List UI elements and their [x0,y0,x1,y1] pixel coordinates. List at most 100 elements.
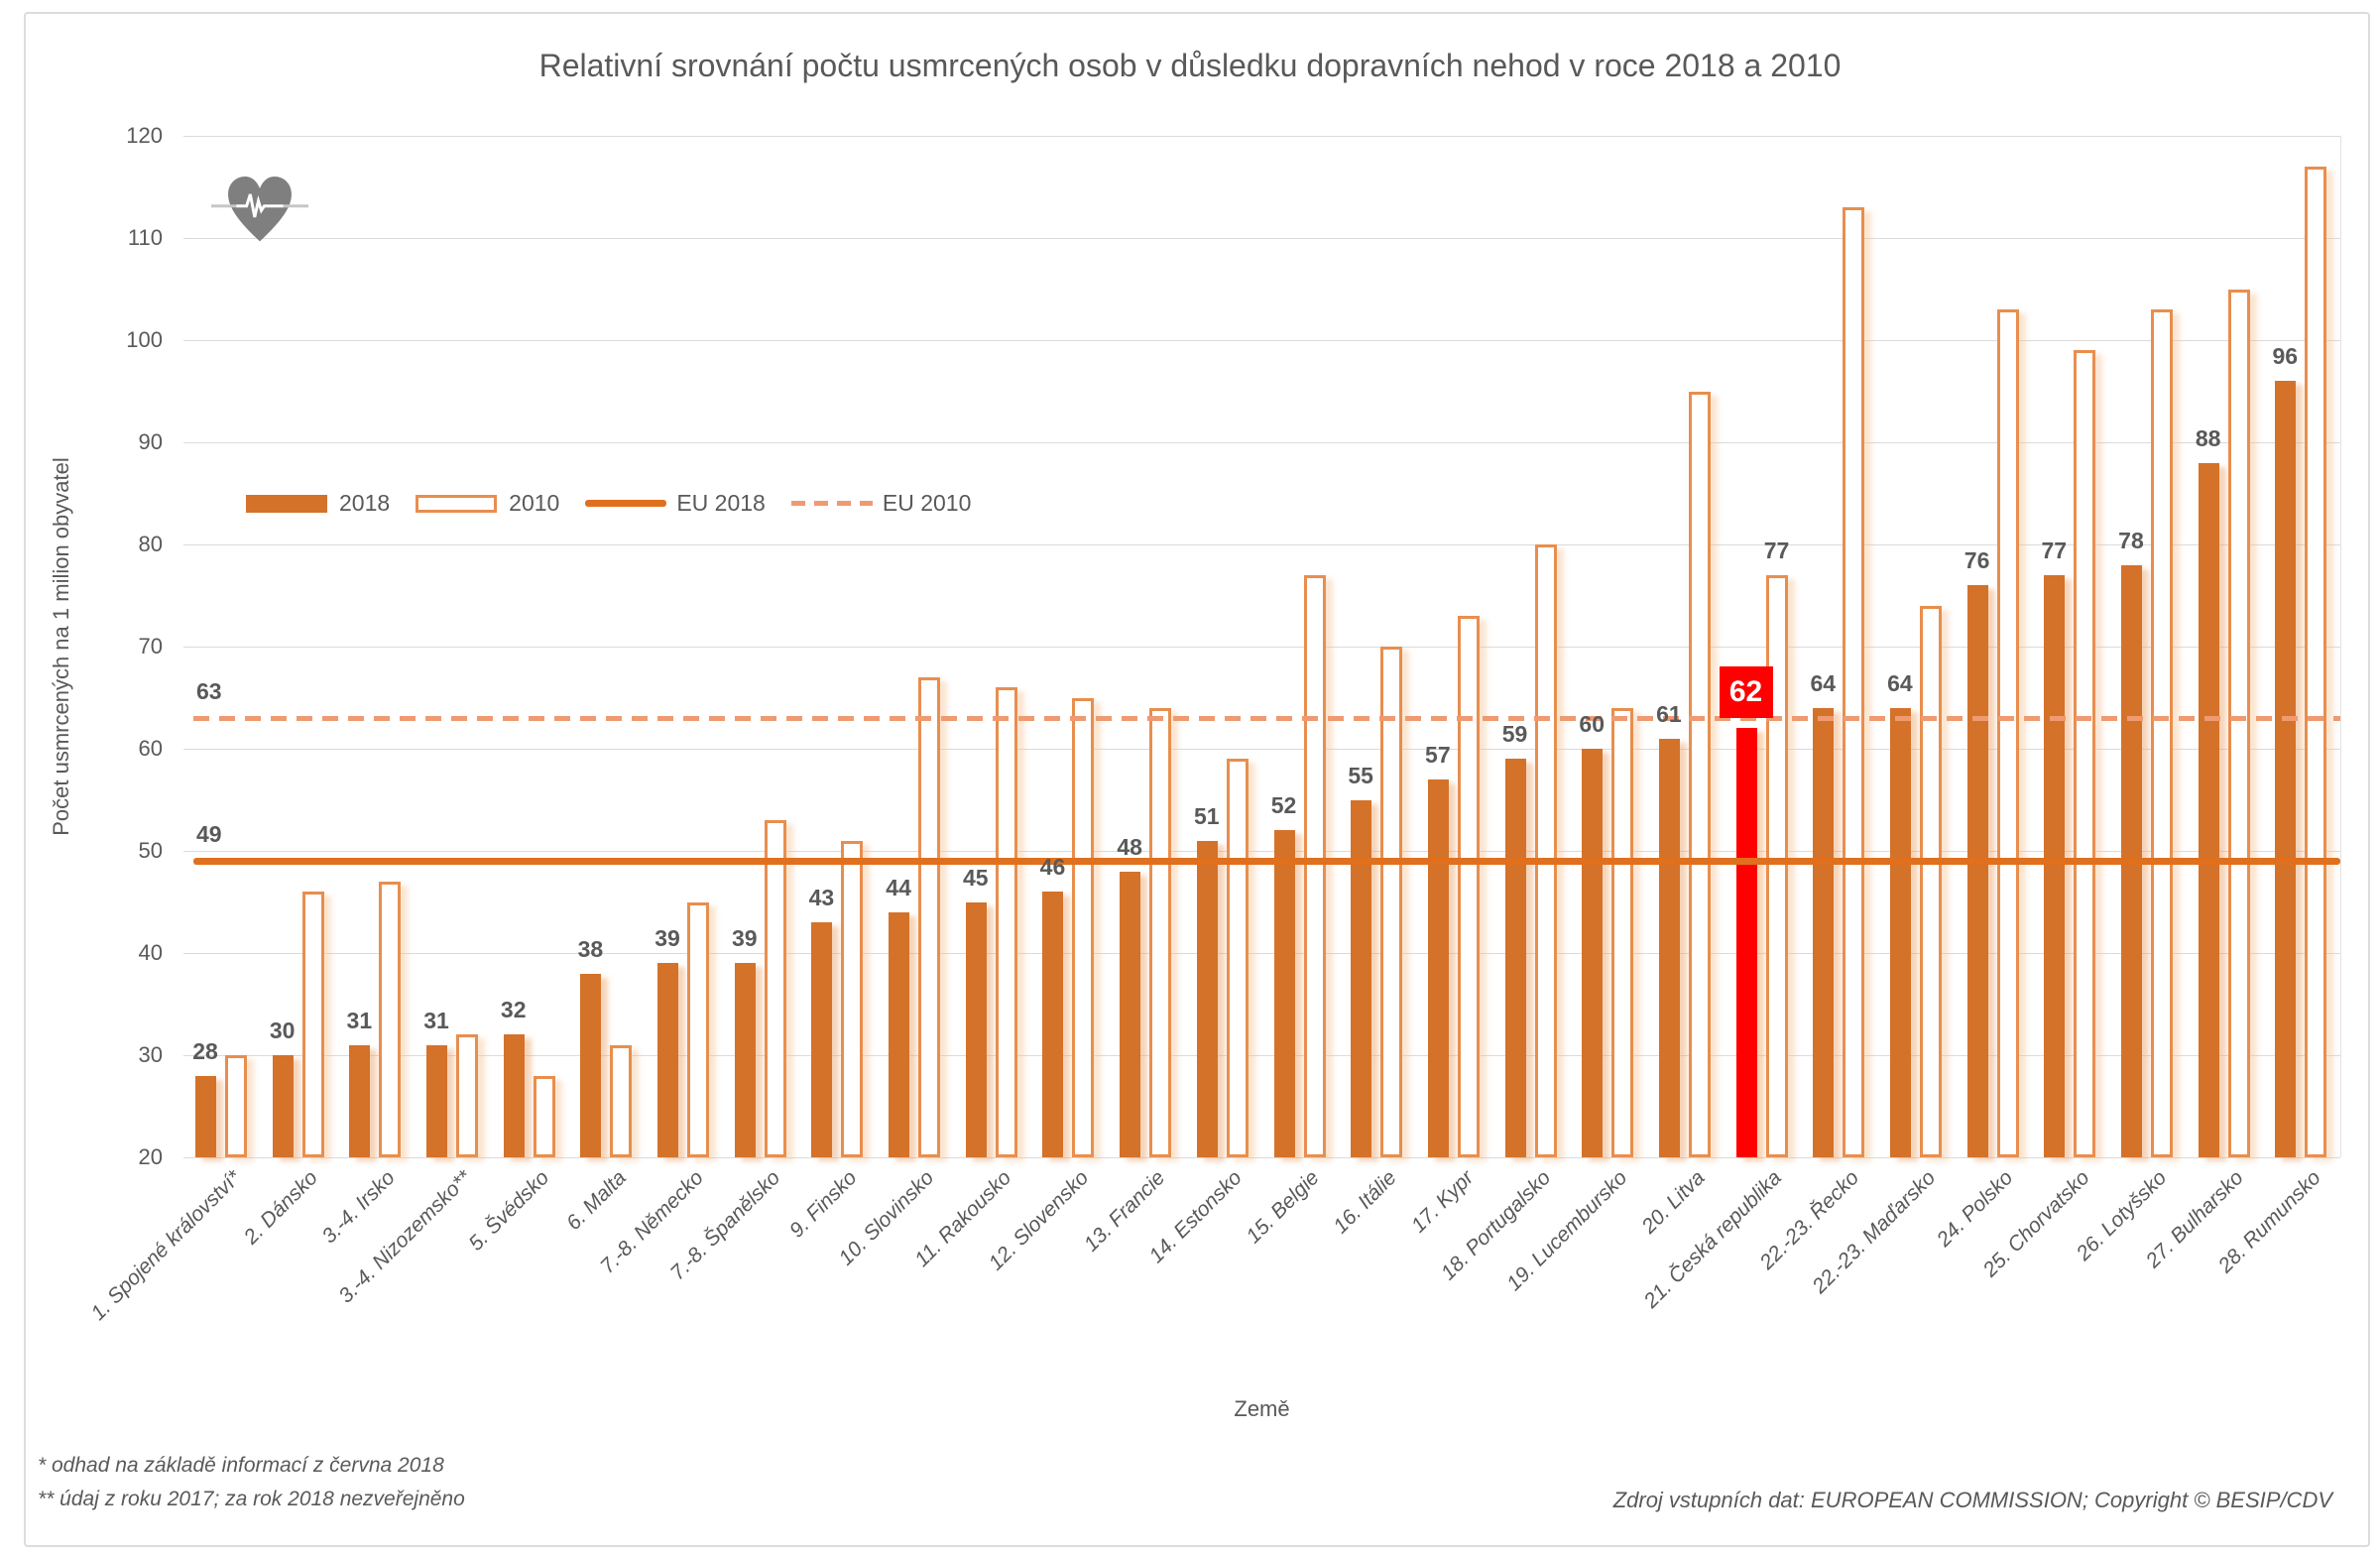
y-tick-70: 70 [138,634,163,658]
bar-2010-24 [2074,350,2096,1157]
bar-2010-20 [1765,574,1788,1157]
gridline-50 [183,851,2340,852]
value-label-2018-5: 38 [577,935,604,962]
bar-2010-23 [1996,309,2019,1157]
bar-2010-10 [995,687,1017,1157]
bar-2010-0 [225,1055,247,1157]
x-axis-title: Země [1234,1396,1290,1421]
x-label-4: 5. Švédsko [464,1166,553,1256]
bar-2010-7 [764,820,786,1157]
gridline-60 [183,749,2340,750]
bar-2018-2 [349,1044,371,1157]
x-label-19: 20. Litva [1636,1166,1710,1239]
value-label-2018-7: 39 [731,925,758,952]
bar-2018-9 [889,911,910,1157]
bar-2018-4 [503,1034,525,1157]
bar-2018-13 [1196,840,1218,1157]
bar-2018-16 [1427,778,1449,1157]
value-label-2018-11: 46 [1039,854,1066,881]
legend-label-2010: 2010 [509,490,560,516]
x-label-20: 21. Česká republika [1639,1166,1786,1313]
bar-2010-18 [1611,707,1634,1157]
bar-2018-17 [1504,759,1526,1157]
value-label-2018-12: 48 [1117,833,1142,860]
y-tick-60: 60 [138,736,163,761]
y-tick-40: 40 [138,940,163,965]
bar-2018-15 [1351,799,1372,1157]
bar-2010-11 [1072,697,1095,1157]
y-tick-20: 20 [138,1144,163,1169]
y-tick-80: 80 [138,532,163,556]
value-label-2018-26: 88 [2195,424,2221,451]
bar-2018-18 [1582,749,1604,1157]
x-label-14: 15. Belgie [1242,1166,1324,1249]
bar-2018-11 [1042,892,1064,1157]
value-label-2018-23: 76 [1964,547,1990,574]
heart-ecg-icon [208,167,311,255]
legend-swatch-2018 [246,494,327,513]
gridline-80 [183,544,2340,545]
y-tick-30: 30 [138,1042,163,1067]
bar-2018-14 [1273,830,1295,1157]
bar-2010-17 [1534,544,1557,1157]
value-label-2018-0: 28 [192,1037,218,1064]
bar-2010-27 [2305,166,2327,1157]
source-note: Zdroj vstupních dat: EUROPEAN COMMISSION… [1612,1488,2332,1512]
value-label-2018-25: 78 [2118,527,2144,553]
legend: 2018 2010 EU 2018 EU 2010 [246,490,997,517]
eu-2018-value-label: 49 [196,821,222,848]
x-label-0: 1. Spojené království* [86,1166,246,1325]
bar-2018-7 [734,963,756,1157]
value-label-2018-8: 43 [808,885,835,911]
bar-2018-8 [811,922,833,1157]
gridline-40 [183,953,2340,954]
bar-2010-15 [1380,647,1403,1157]
value-label-2018-14: 52 [1270,792,1297,819]
value-label-2018-16: 57 [1425,741,1451,768]
bar-2018-5 [580,973,602,1157]
bar-2018-6 [657,963,679,1157]
value-label-2018-2: 31 [346,1007,373,1033]
bar-2010-14 [1303,574,1326,1157]
bar-2018-3 [426,1044,448,1157]
gridline-30 [183,1055,2340,1056]
x-label-8: 9. Finsko [785,1166,862,1243]
x-label-5: 6. Malta [561,1166,631,1236]
y-tick-120: 120 [126,123,163,148]
bar-2018-highlight-20 [1735,728,1757,1157]
legend-swatch-eu-2018-line [585,500,667,507]
value-label-2018-17: 59 [1501,721,1528,748]
bar-2010-22 [1919,605,1942,1157]
value-label-2010-highlight: 77 [1763,537,1790,563]
eu-2010-value-label: 63 [196,678,222,705]
bar-2018-19 [1658,738,1680,1157]
value-label-2018-21: 64 [1810,669,1837,696]
value-label-2018-13: 51 [1194,802,1220,829]
bar-2010-8 [841,840,864,1157]
value-label-2018-18: 60 [1579,711,1605,737]
bar-2018-22 [1889,707,1911,1157]
value-label-2018-27: 96 [2272,343,2299,370]
value-label-2018-9: 44 [886,874,911,900]
plot-area: 28 30 31 31 32 38 39 39 43 44 45 46 48 51 52 55 57 59 60 61… [183,136,2341,1158]
gridline-20 [183,1157,2340,1158]
value-label-2018-19: 61 [1656,700,1682,727]
legend-label-eu-2018: EU 2018 [676,490,766,516]
legend-swatch-eu-2010-line [790,501,873,506]
bar-2018-12 [1120,871,1141,1157]
value-label-2018-1: 30 [269,1017,296,1043]
legend-swatch-2010 [416,494,498,513]
eu-2018-line [193,858,2340,866]
bar-2010-2 [379,881,402,1157]
x-label-2: 3.-4. Irsko [317,1166,400,1249]
bar-2010-6 [687,901,710,1157]
bar-2010-16 [1457,616,1480,1157]
bar-2018-24 [2044,574,2066,1157]
bar-2010-1 [301,892,324,1157]
bar-2018-26 [2198,462,2219,1157]
value-label-2018-6: 39 [654,925,680,952]
bar-2010-5 [610,1044,633,1157]
bar-2018-27 [2275,381,2297,1157]
bar-2010-21 [1843,207,1865,1157]
